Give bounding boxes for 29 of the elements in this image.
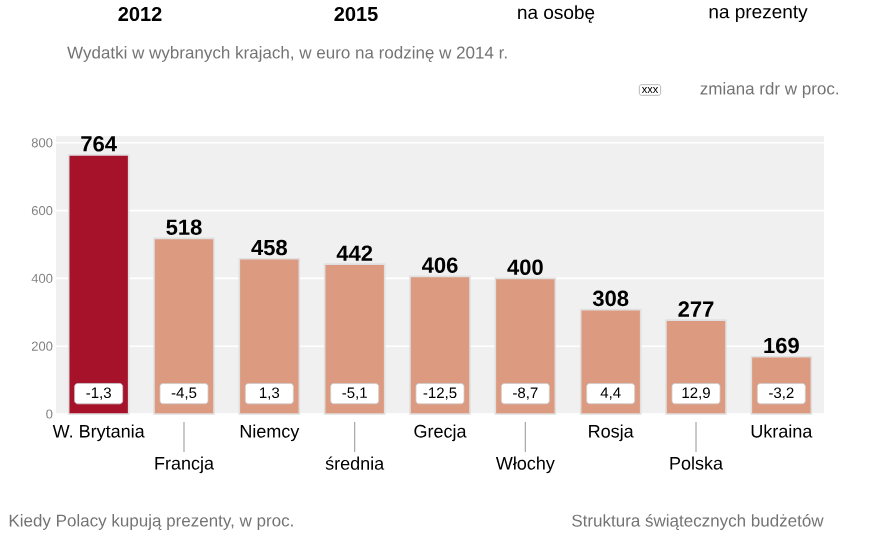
x-tick-label: Francja bbox=[155, 456, 214, 474]
bar bbox=[323, 263, 386, 415]
x-tick-label: Ukraina bbox=[751, 424, 813, 438]
x-tick-label: Grecja bbox=[414, 424, 467, 442]
data-label: 442 bbox=[336, 245, 373, 261]
data-label: 458 bbox=[251, 239, 287, 256]
text: 2012 bbox=[118, 6, 162, 22]
x-tick-label: Niemcy bbox=[240, 424, 300, 442]
text: Struktura świątecznych budżetów bbox=[572, 513, 824, 531]
x-tick-label: Włochy bbox=[495, 456, 555, 474]
text: Kiedy Polacy kupują prezenty, w proc. bbox=[9, 514, 293, 530]
data-label: 308 bbox=[592, 290, 629, 307]
data-label: 277 bbox=[678, 301, 714, 317]
data-label: 518 bbox=[166, 219, 202, 235]
x-tick-label: W. Brytania bbox=[52, 424, 145, 442]
data-label: 764 bbox=[81, 136, 117, 152]
x-tick-label: Polska bbox=[670, 456, 724, 470]
text: zmiana rdr w proc. bbox=[700, 82, 839, 98]
bar bbox=[153, 237, 215, 415]
x-tick-label: średnia bbox=[325, 456, 385, 470]
text: na prezenty bbox=[709, 5, 808, 23]
text: 2015 bbox=[334, 6, 378, 22]
bar bbox=[67, 154, 130, 415]
data-label: 400 bbox=[507, 259, 543, 275]
data-label: 169 bbox=[764, 337, 799, 354]
x-tick-label: Rosja bbox=[589, 424, 634, 442]
data-label: 406 bbox=[422, 257, 458, 273]
text: na osobę bbox=[518, 5, 595, 23]
chart-title: Wydatki w wybranych krajach, w euro na rodzinę w 2014 r. bbox=[67, 46, 507, 62]
